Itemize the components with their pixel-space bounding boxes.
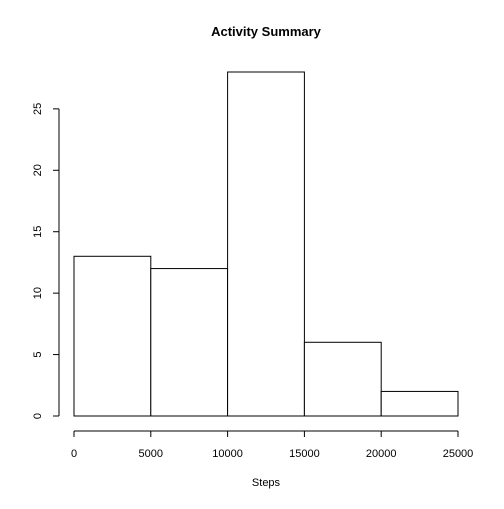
y-tick-label: 25	[32, 103, 44, 115]
histogram-bar-0	[73, 255, 152, 417]
y-tick-label: 0	[32, 413, 44, 419]
y-axis: 0 5 10 15 20 25	[32, 103, 60, 419]
x-tick-label: 15000	[289, 448, 320, 460]
histogram-bar-4	[380, 390, 459, 417]
histogram-bar-1	[150, 268, 229, 417]
histogram-bar-2	[227, 71, 305, 417]
x-tick-label: 5000	[139, 448, 163, 460]
x-tick-label: 25000	[443, 448, 474, 460]
histogram-bar-3	[303, 341, 382, 417]
x-tick-label: 0	[71, 448, 77, 460]
x-tick-label: 20000	[366, 448, 397, 460]
y-tick-label: 15	[32, 226, 44, 238]
x-axis: 0 5000 10000 15000 20000 25000	[71, 430, 474, 460]
y-tick-label: 20	[32, 164, 44, 176]
y-tick-label: 10	[32, 287, 44, 299]
x-axis-label: Steps	[252, 477, 281, 489]
chart-title: Activity Summary	[211, 24, 322, 39]
bars-group	[73, 71, 459, 417]
y-tick-label: 5	[32, 352, 44, 358]
x-tick-label: 10000	[212, 448, 243, 460]
